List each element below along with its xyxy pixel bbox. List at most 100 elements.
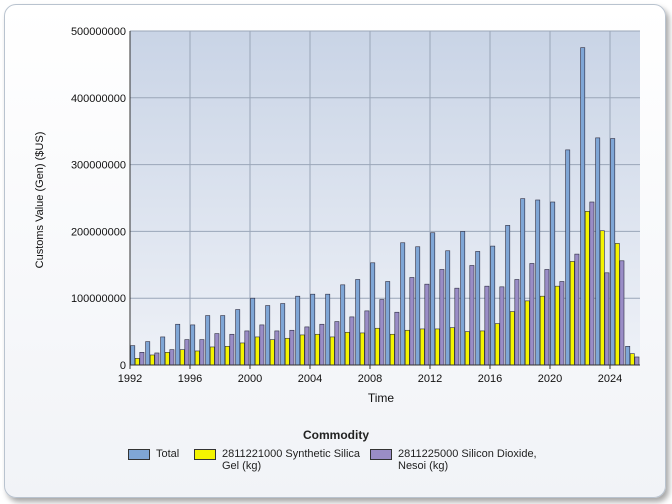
- bar-2-2021: [574, 253, 580, 366]
- bar-1-2008: [374, 327, 380, 366]
- bar-1-2003: [299, 334, 305, 366]
- bar-2-1999: [244, 330, 250, 366]
- bar-0-2008: [370, 262, 376, 366]
- bar-2-2010: [409, 277, 415, 366]
- bar-1-2023: [599, 230, 605, 366]
- legend-swatch-silicon-dioxide: [370, 449, 392, 460]
- bar-0-1996: [190, 324, 196, 366]
- x-tick-label-2024: 2024: [598, 373, 622, 385]
- bar-2-1997: [214, 333, 220, 366]
- y-tick-label: 500000000: [71, 26, 126, 38]
- x-tick-label-2004: 2004: [298, 373, 322, 385]
- bar-1-2009: [389, 333, 395, 366]
- x-tick-label-2008: 2008: [358, 373, 382, 385]
- bar-2-2020: [559, 281, 565, 366]
- bar-2-2022: [589, 201, 595, 366]
- bar-2-2016: [499, 286, 505, 366]
- bar-2-2018: [529, 263, 535, 366]
- bar-0-2019: [535, 199, 541, 366]
- bar-2-1996: [199, 339, 205, 366]
- y-tick-label: 300000000: [71, 160, 126, 172]
- bar-1-2004: [314, 333, 320, 366]
- bar-0-2010: [400, 242, 406, 366]
- bar-2-2014: [469, 265, 475, 366]
- x-tick-label-2016: 2016: [478, 373, 502, 385]
- legend-label-total: Total: [156, 448, 180, 460]
- bar-1-2006: [344, 331, 350, 366]
- bar-2-2012: [439, 269, 445, 366]
- bar-2-2011: [424, 283, 430, 366]
- bar-0-2018: [520, 198, 526, 366]
- bar-2-2005: [334, 321, 340, 366]
- bar-0-1993: [145, 341, 151, 366]
- bar-2-2019: [544, 269, 550, 366]
- bar-0-2014: [460, 231, 466, 366]
- bar-1-1997: [209, 346, 215, 366]
- bar-1-1998: [224, 345, 230, 366]
- bar-2-1992: [139, 352, 145, 366]
- bar-1-2007: [359, 332, 365, 366]
- bar-2-2006: [349, 316, 355, 366]
- x-tick-label-2020: 2020: [538, 373, 562, 385]
- bar-2-2003: [304, 326, 310, 366]
- bar-1-2012: [434, 328, 440, 366]
- bar-2-2008: [379, 299, 385, 366]
- bar-0-1994: [160, 336, 166, 366]
- bar-2-2024: [619, 260, 625, 366]
- bar-2-2017: [514, 279, 520, 366]
- bar-1-1995: [179, 349, 185, 366]
- bar-1-2005: [329, 336, 335, 366]
- legend-label-silicon-dioxide: 2811225000 Silicon Dioxide, Nesoi (kg): [398, 448, 537, 472]
- bar-1-1999: [239, 342, 245, 366]
- bar-1-2022: [584, 211, 590, 366]
- bar-2-2015: [484, 285, 490, 366]
- bar-1-2025: [629, 353, 635, 366]
- bar-1-2013: [449, 327, 455, 366]
- x-tick-label-2000: 2000: [238, 373, 262, 385]
- bar-1-2001: [269, 339, 275, 366]
- bar-1-1993: [149, 354, 155, 366]
- bar-1-2021: [569, 261, 575, 366]
- bar-2-2013: [454, 287, 460, 366]
- bar-2-2009: [394, 311, 400, 366]
- y-tick-label: 0: [120, 360, 126, 372]
- bar-1-2011: [419, 328, 425, 366]
- bar-1-2020: [554, 285, 560, 366]
- bar-1-2015: [479, 330, 485, 366]
- bar-2-1998: [229, 333, 235, 366]
- bar-0-1995: [175, 323, 181, 366]
- bar-0-2003: [295, 295, 301, 366]
- bar-0-2011: [415, 246, 421, 366]
- y-tick-label: 200000000: [71, 226, 126, 238]
- bar-0-2007: [355, 279, 361, 366]
- bar-0-2012: [430, 232, 436, 366]
- bar-2-2001: [274, 330, 280, 366]
- bar-1-2002: [284, 337, 290, 366]
- y-tick-label: 400000000: [71, 93, 126, 105]
- x-tick-label-1992: 1992: [118, 373, 142, 385]
- bar-1-2000: [254, 336, 260, 366]
- legend-swatch-total: [128, 449, 150, 460]
- bar-1-2024: [614, 243, 620, 366]
- bar-2-1994: [169, 349, 175, 366]
- bar-0-1998: [220, 315, 226, 366]
- bar-0-2020: [550, 201, 556, 366]
- bar-1-2019: [539, 295, 545, 366]
- bar-1-2010: [404, 329, 410, 366]
- bar-0-2002: [280, 303, 286, 366]
- bar-1-1994: [164, 352, 170, 366]
- bar-2-2000: [259, 324, 265, 366]
- bar-0-2006: [340, 284, 346, 366]
- bar-0-2005: [325, 293, 331, 366]
- bar-1-1996: [194, 350, 200, 366]
- bar-1-2018: [524, 300, 530, 366]
- bar-0-2000: [250, 297, 256, 366]
- bar-0-1999: [235, 309, 241, 366]
- legend-title: Commodity: [303, 428, 369, 442]
- bar-0-1992: [130, 345, 136, 366]
- bar-0-2016: [490, 245, 496, 366]
- y-axis-title: Customs Value (Gen) ($US): [34, 132, 46, 269]
- bar-2-2023: [604, 272, 610, 366]
- bar-2-1995: [184, 339, 190, 366]
- x-tick-label-1996: 1996: [178, 373, 202, 385]
